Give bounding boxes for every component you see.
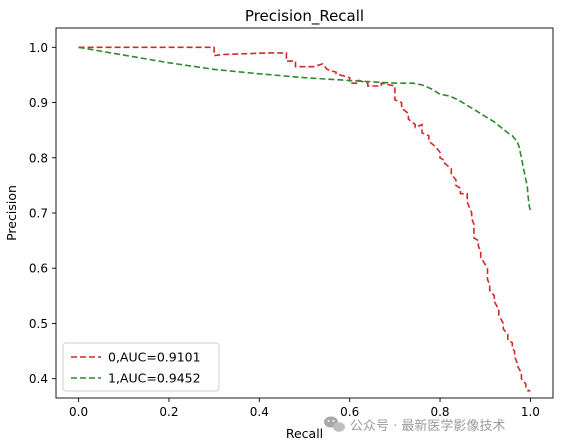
x-axis-label: Recall <box>286 426 323 441</box>
x-tick-label: 0.2 <box>159 405 178 419</box>
chart-title: Precision_Recall <box>245 7 364 26</box>
plot-frame <box>55 27 554 399</box>
y-tick-label: 1.0 <box>29 41 48 55</box>
y-tick-label: 0.8 <box>29 151 48 165</box>
legend-label-series-1: 1,AUC=0.9452 <box>108 371 201 386</box>
x-tick-label: 1.0 <box>521 405 540 419</box>
y-axis-label: Precision <box>4 185 19 241</box>
legend: 0,AUC=0.9101 1,AUC=0.9452 <box>62 342 220 392</box>
watermark: 公众号 · 最新医学影像技术 <box>324 416 505 434</box>
y-tick-label: 0.5 <box>29 317 48 331</box>
plot-area <box>56 28 553 398</box>
x-tick-label: 0.4 <box>250 405 269 419</box>
legend-label-series-0: 0,AUC=0.9101 <box>108 350 201 365</box>
x-tick-label: 0.6 <box>340 405 359 419</box>
y-tick-label: 0.7 <box>29 207 48 221</box>
series-line-0 <box>78 46 531 392</box>
x-tick-label: 0.8 <box>430 405 449 419</box>
y-tick-label: 0.6 <box>29 262 48 276</box>
legend-box <box>62 342 220 392</box>
wechat-icon <box>324 416 345 432</box>
y-tick-label: 0.4 <box>29 372 48 386</box>
y-tick-label: 0.9 <box>29 96 48 110</box>
x-tick-label: 0.0 <box>69 405 88 419</box>
series-line-1 <box>78 46 532 211</box>
y-axis-ticks: 0.4 0.5 0.6 0.7 0.8 0.9 1.0 <box>29 41 56 386</box>
watermark-text: 公众号 · 最新医学影像技术 <box>350 418 505 434</box>
x-axis-ticks: 0.0 0.2 0.4 0.6 0.8 1.0 <box>69 398 540 419</box>
series-layer <box>78 46 532 392</box>
